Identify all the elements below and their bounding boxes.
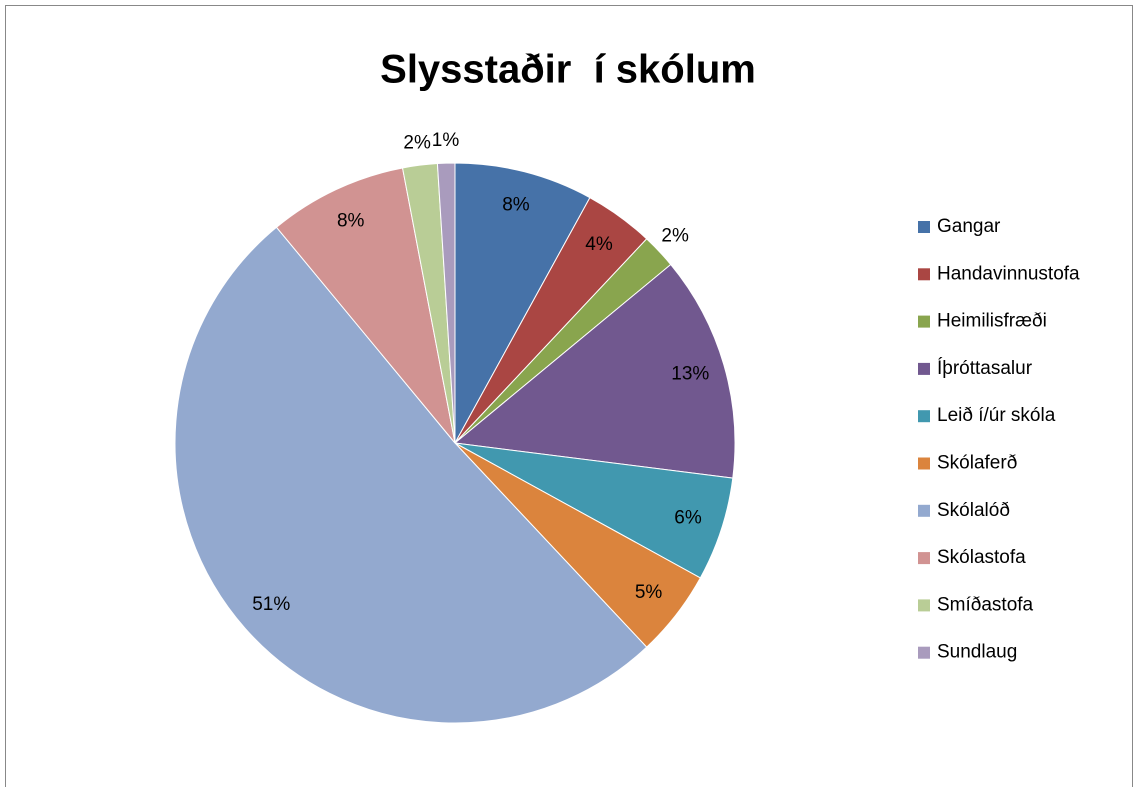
legend-label: Handavinnustofa xyxy=(937,263,1080,284)
legend-swatch xyxy=(918,268,930,281)
data-label: 2% xyxy=(661,225,689,246)
legend-label: Skólastofa xyxy=(937,547,1026,568)
legend-swatch xyxy=(918,315,930,328)
data-label: 13% xyxy=(671,364,709,385)
pie-slice xyxy=(436,162,456,444)
legend-label: Smíðastofa xyxy=(937,594,1034,615)
legend-label: Skólaferð xyxy=(937,453,1017,474)
data-label: 6% xyxy=(674,508,702,529)
legend-label: Sundlaug xyxy=(937,642,1017,663)
legend-label: Skólalóð xyxy=(937,500,1010,521)
chart-title: Slysstaðir í skólum xyxy=(380,48,756,92)
legend-swatch xyxy=(918,410,930,423)
legend-swatch xyxy=(918,362,930,375)
data-label: 4% xyxy=(585,234,613,255)
legend-label: Íþróttasalur xyxy=(937,358,1033,379)
pie-slice xyxy=(174,226,648,724)
data-label: 1% xyxy=(432,130,460,151)
legend-swatch xyxy=(918,457,930,470)
legend-swatch xyxy=(918,599,930,612)
pie-slice xyxy=(453,263,736,479)
data-label: 51% xyxy=(252,594,290,615)
pie-slice xyxy=(454,162,591,444)
legend-swatch xyxy=(918,221,930,233)
data-label: 5% xyxy=(635,582,663,603)
legend-label: Heimilisfræði xyxy=(937,311,1047,332)
data-label: 8% xyxy=(337,210,365,231)
legend-swatch xyxy=(918,646,930,659)
legend-label: Gangar xyxy=(937,216,1001,237)
legend-swatch xyxy=(918,552,930,565)
pie-slice xyxy=(275,167,456,444)
legend-label: Leið í/úr skóla xyxy=(937,405,1056,426)
data-label: 2% xyxy=(403,132,431,153)
data-label: 8% xyxy=(502,195,530,216)
legend-swatch xyxy=(918,504,930,517)
